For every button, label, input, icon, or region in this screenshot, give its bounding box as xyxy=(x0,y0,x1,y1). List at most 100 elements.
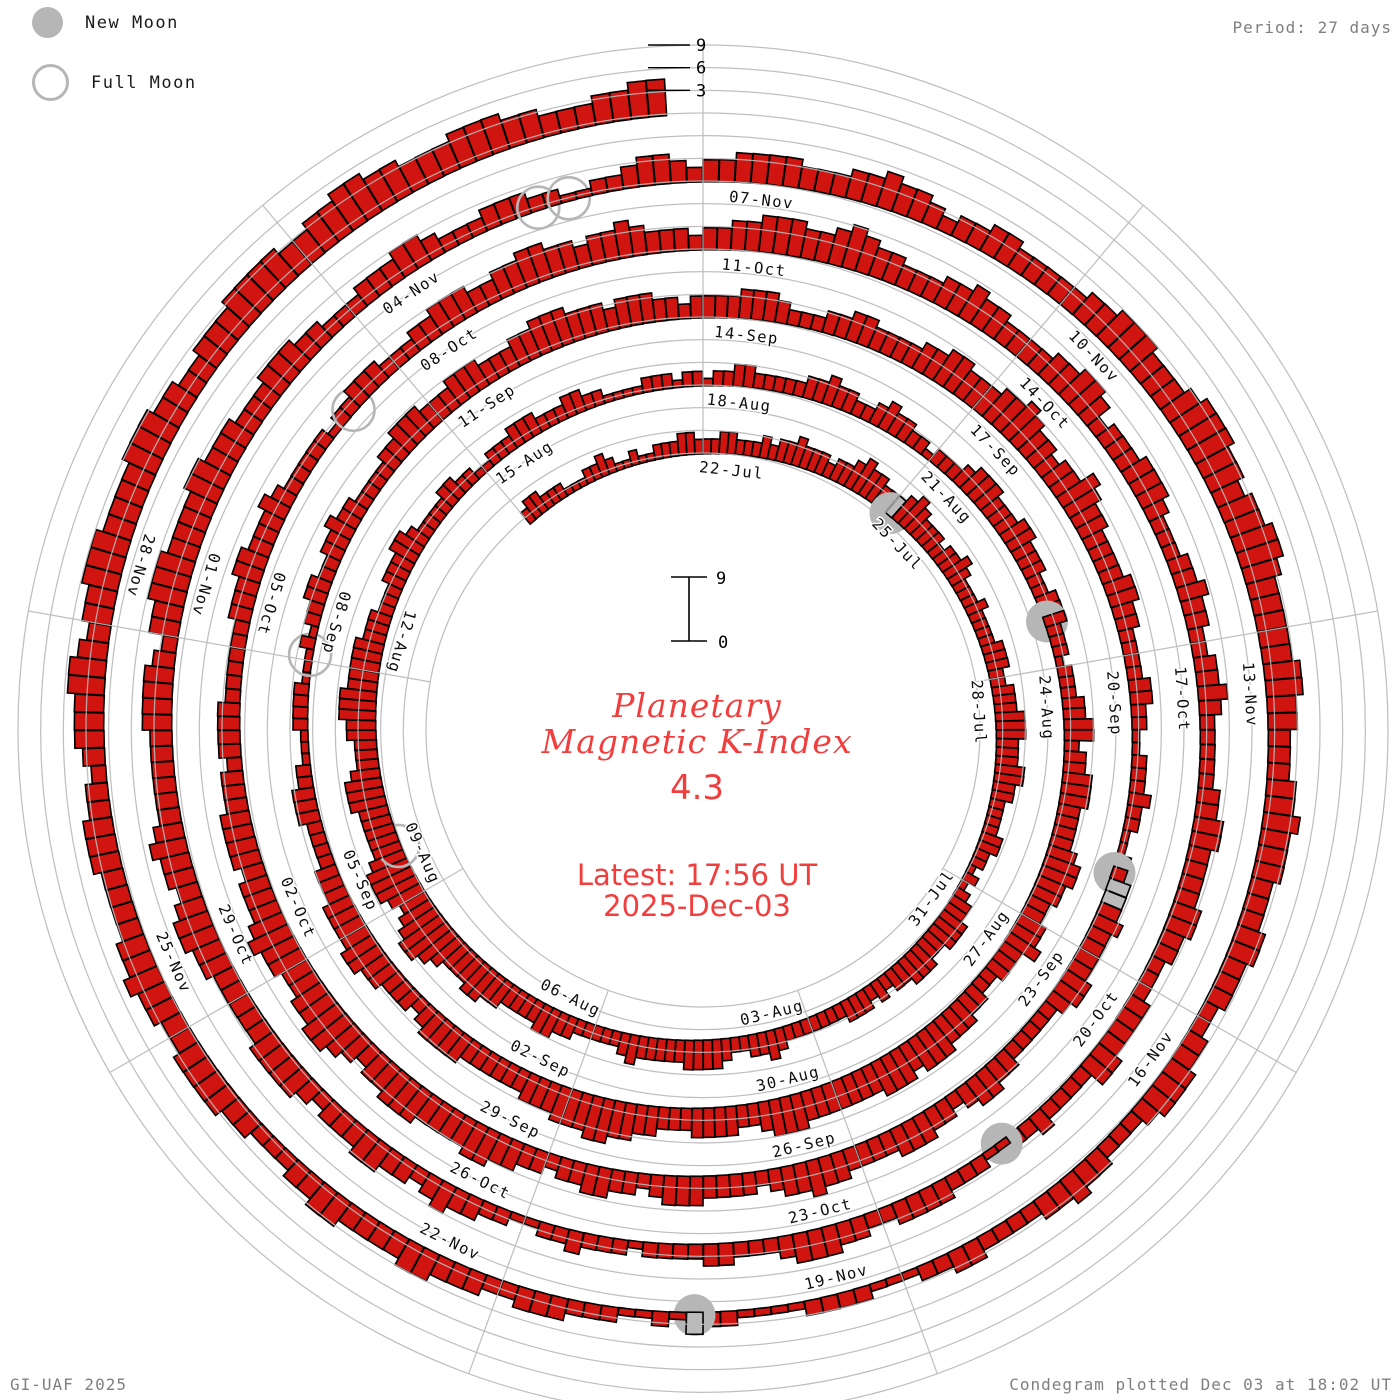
k-bar xyxy=(517,1071,543,1105)
k-bar xyxy=(1128,689,1154,706)
k-bar xyxy=(378,159,414,203)
k-scale-key: 90 xyxy=(671,569,728,653)
k-bar xyxy=(672,227,690,252)
ring-date-label: 14-Sep xyxy=(713,323,780,348)
k-bar xyxy=(219,417,255,450)
credit-label: GI-UAF 2025 xyxy=(10,1375,127,1394)
k-bar xyxy=(710,437,721,455)
k-bar xyxy=(804,1157,829,1199)
k-bar xyxy=(897,495,932,530)
k-bar xyxy=(946,566,972,588)
polar-grid xyxy=(17,44,1389,1400)
k-bar xyxy=(345,729,377,742)
k-bar xyxy=(926,922,958,951)
k-bar xyxy=(711,1038,724,1070)
k-bar xyxy=(1062,487,1103,520)
k-bar xyxy=(1196,683,1229,702)
k-bar xyxy=(664,296,680,322)
k-bar xyxy=(753,1306,773,1318)
k-bar xyxy=(941,555,974,581)
k-bar xyxy=(656,1242,674,1260)
k-bar xyxy=(149,729,173,747)
k-bar xyxy=(946,1244,974,1275)
k-bar xyxy=(511,1284,537,1314)
k-bar xyxy=(137,408,181,445)
k-bar xyxy=(160,634,179,654)
k-bar xyxy=(238,873,273,899)
k-bar xyxy=(682,1039,695,1071)
k-bar xyxy=(786,1300,807,1313)
k-bar xyxy=(73,729,106,750)
k-bar xyxy=(419,232,447,262)
k-bar xyxy=(776,1233,797,1260)
k-bar xyxy=(612,219,635,260)
k-bar xyxy=(417,1171,445,1201)
k-bar xyxy=(712,369,725,387)
ring-date-label: 20-Sep xyxy=(1103,670,1125,736)
current-kp-value: 4.3 xyxy=(669,768,725,808)
full-moon-label: Full Moon xyxy=(91,72,197,93)
k-bar xyxy=(888,1123,916,1158)
ring-date-label: 24-Aug xyxy=(1035,675,1057,741)
k-bar xyxy=(741,1171,759,1197)
k-bar xyxy=(999,400,1042,443)
k-bar xyxy=(292,693,310,708)
k-scale-bottom-label: 0 xyxy=(718,633,728,653)
k-bar xyxy=(84,781,110,803)
k-bar xyxy=(1024,438,1058,470)
k-bar xyxy=(1150,941,1180,966)
k-bar xyxy=(292,717,309,731)
k-bar xyxy=(875,170,905,213)
k-bar xyxy=(702,1107,716,1139)
k-bar xyxy=(1235,538,1285,570)
k-bar xyxy=(73,711,105,731)
k-bar xyxy=(717,1242,736,1267)
k-bar xyxy=(645,78,668,118)
k-bar xyxy=(714,294,729,319)
k-bar xyxy=(668,1310,687,1321)
legend-new-moon: New Moon xyxy=(32,7,179,38)
full-moon-marker xyxy=(515,185,561,230)
k-bar xyxy=(635,1172,652,1191)
k-bar xyxy=(517,108,545,144)
k-bar xyxy=(277,339,312,373)
chart-title-line1: Planetary xyxy=(612,686,782,725)
grid-spoke xyxy=(797,990,938,1374)
k-bar xyxy=(225,756,244,773)
k-bar xyxy=(603,456,619,475)
k-bar xyxy=(282,1158,312,1189)
k-bar xyxy=(658,228,676,254)
k-bar xyxy=(900,1266,921,1282)
k-bar xyxy=(994,710,1026,723)
k-bar xyxy=(894,417,918,444)
k-bar xyxy=(920,201,947,230)
k-bar xyxy=(224,673,243,691)
k-bar xyxy=(702,1243,720,1267)
latest-date: 2025-Dec-03 xyxy=(603,889,791,923)
k-bar xyxy=(1129,766,1148,783)
k-bar xyxy=(1199,743,1216,761)
radial-scale: 9 63 xyxy=(648,36,706,101)
k-bar xyxy=(1175,578,1210,603)
k-bar xyxy=(554,1155,576,1183)
k-bar xyxy=(141,697,174,716)
k-bar xyxy=(1051,642,1070,659)
k-bar xyxy=(458,960,493,997)
k-bar xyxy=(522,1215,542,1230)
k-bar xyxy=(1186,427,1236,465)
k-bar xyxy=(854,234,882,277)
k-bar xyxy=(1032,1190,1061,1221)
k-bar xyxy=(651,153,672,186)
k-bar xyxy=(535,1220,556,1241)
k-bar xyxy=(1063,739,1081,753)
k-bar xyxy=(1262,659,1303,682)
k-bar xyxy=(920,531,946,554)
k-bar xyxy=(868,1278,889,1293)
k-bar xyxy=(864,473,891,504)
k-bar xyxy=(294,763,313,779)
k-bar xyxy=(813,450,832,477)
k-bar xyxy=(292,681,311,697)
full-moon-icon xyxy=(32,64,69,101)
k-bar xyxy=(148,836,190,862)
k-bar xyxy=(521,411,544,438)
